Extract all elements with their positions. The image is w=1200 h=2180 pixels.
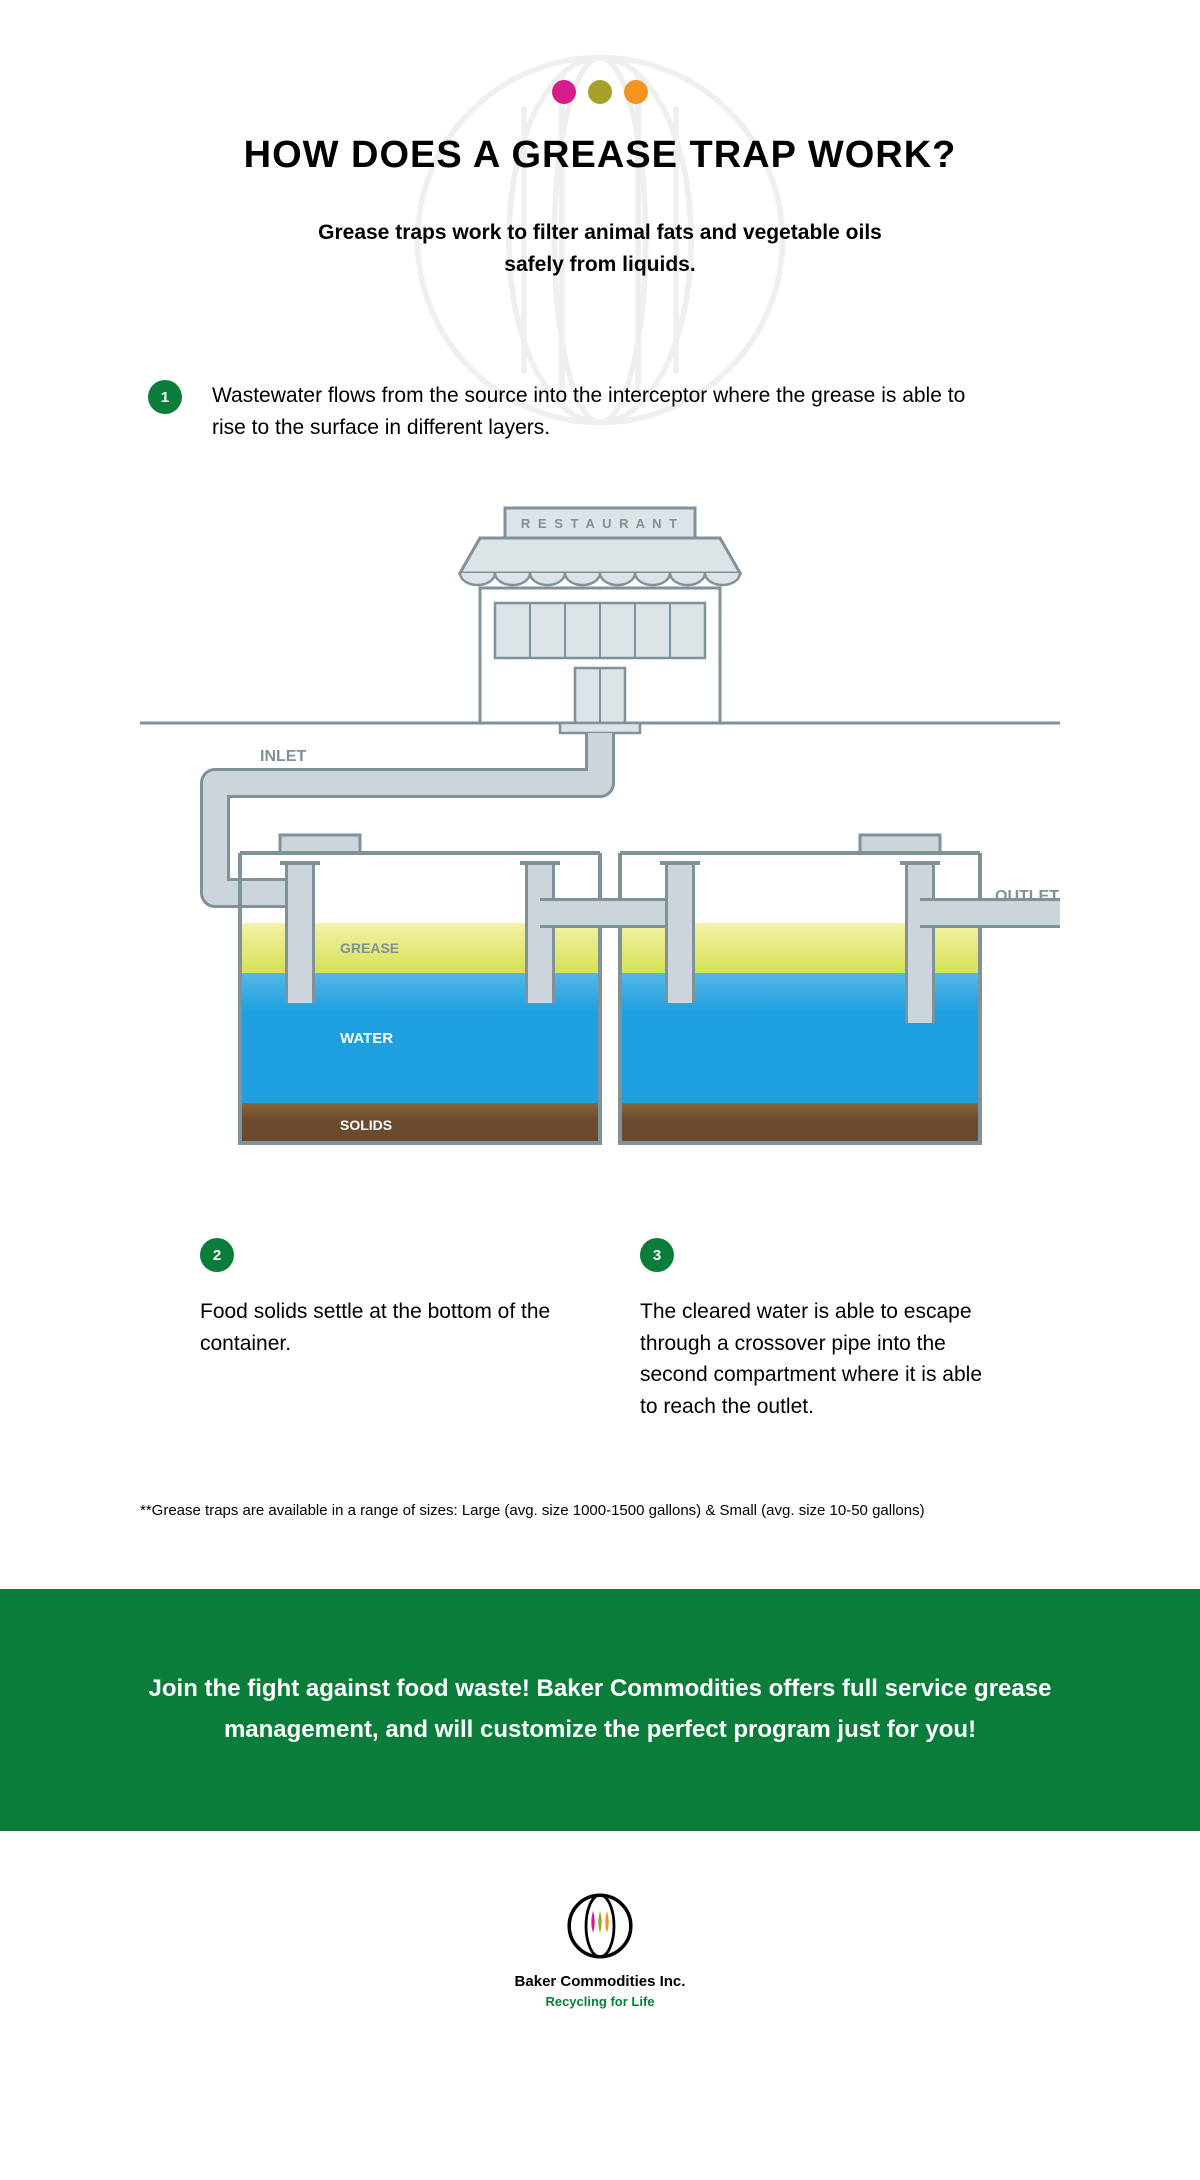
svg-text:R E S T A U R A N T: R E S T A U R A N T bbox=[521, 516, 679, 531]
svg-text:GREASE: GREASE bbox=[340, 940, 399, 956]
step-1-text: Wastewater flows from the source into th… bbox=[212, 380, 972, 443]
page-title: HOW DOES A GREASE TRAP WORK? bbox=[140, 134, 1060, 177]
step-2-text: Food solids settle at the bottom of the … bbox=[200, 1296, 560, 1359]
step-1: 1 Wastewater flows from the source into … bbox=[148, 380, 1060, 443]
svg-text:WATER: WATER bbox=[340, 1030, 393, 1047]
logo-tagline: Recycling for Life bbox=[0, 1994, 1200, 2009]
step-3-text: The cleared water is able to escape thro… bbox=[640, 1296, 1000, 1422]
logo-company: Baker Commodities Inc. bbox=[0, 1973, 1200, 1990]
step-3: 3 The cleared water is able to escape th… bbox=[640, 1238, 1000, 1422]
svg-text:OUTLET: OUTLET bbox=[995, 888, 1059, 905]
grease-trap-diagram: R E S T A U R A N T INLET OUTLET GREASE WATE… bbox=[140, 483, 1060, 1188]
dot-olive bbox=[588, 80, 612, 104]
step-2: 2 Food solids settle at the bottom of th… bbox=[200, 1238, 560, 1422]
main-container: HOW DOES A GREASE TRAP WORK? Grease trap… bbox=[0, 0, 1200, 1519]
dot-orange bbox=[624, 80, 648, 104]
logo-icon bbox=[565, 1891, 635, 1961]
svg-text:INLET: INLET bbox=[260, 748, 306, 765]
cta-banner: Join the fight against food waste! Baker… bbox=[0, 1589, 1200, 1831]
dot-pink bbox=[552, 80, 576, 104]
page-subtitle: Grease traps work to filter animal fats … bbox=[290, 217, 910, 280]
step-badge-3: 3 bbox=[640, 1238, 674, 1272]
cta-text: Join the fight against food waste! Baker… bbox=[149, 1675, 1052, 1743]
steps-bottom: 2 Food solids settle at the bottom of th… bbox=[200, 1238, 1000, 1422]
brand-dots bbox=[140, 80, 1060, 104]
svg-text:SOLIDS: SOLIDS bbox=[340, 1117, 392, 1133]
footnote: **Grease traps are available in a range … bbox=[140, 1502, 1060, 1519]
step-badge-2: 2 bbox=[200, 1238, 234, 1272]
logo-section: Baker Commodities Inc. Recycling for Lif… bbox=[0, 1831, 1200, 2089]
step-badge-1: 1 bbox=[148, 380, 182, 414]
